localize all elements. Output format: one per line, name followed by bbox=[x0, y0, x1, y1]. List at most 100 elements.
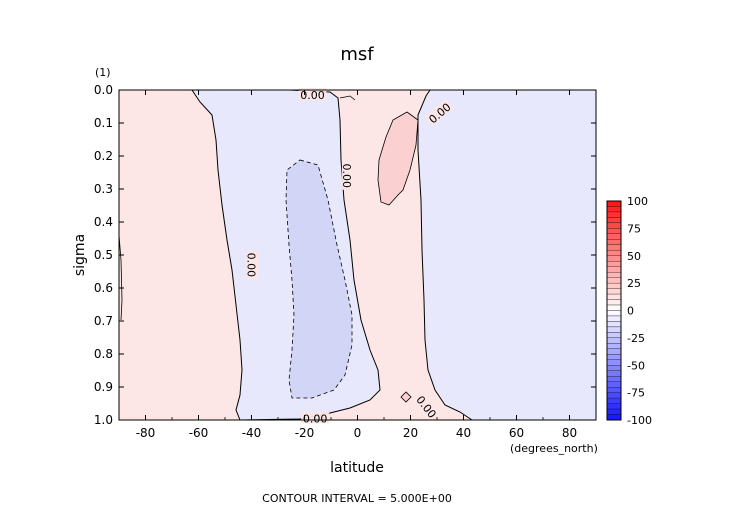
x-tick-label: -80 bbox=[136, 426, 156, 440]
colorbar-segment bbox=[606, 376, 622, 382]
x-units-label: (degrees_north) bbox=[510, 442, 598, 455]
colorbar-segment bbox=[606, 392, 622, 399]
x-tick-label: 60 bbox=[509, 426, 524, 440]
colorbar-tick-label: 75 bbox=[627, 222, 641, 235]
colorbar-tick-label: 100 bbox=[627, 195, 648, 208]
x-tick-label: 40 bbox=[456, 426, 471, 440]
x-tick-label: 0 bbox=[354, 426, 362, 440]
y-tick-label: 0.0 bbox=[94, 83, 113, 97]
colorbar: 100 75 50 25 0 -25 -50 -75 -100 bbox=[606, 195, 652, 427]
colorbar-segment bbox=[606, 222, 622, 229]
colorbar-segment bbox=[606, 200, 622, 207]
colorbar-tick-label: -25 bbox=[627, 332, 645, 345]
contour-label-text: 0.00 bbox=[303, 412, 328, 425]
contour-label-background bbox=[246, 250, 259, 279]
y-tick-label: 0.5 bbox=[94, 248, 113, 262]
chart-title: msf bbox=[340, 44, 374, 65]
y-tick-label: 0.3 bbox=[94, 182, 113, 196]
colorbar-segment bbox=[606, 359, 622, 366]
x-tick-label: -20 bbox=[295, 426, 315, 440]
y-tick-label: 0.8 bbox=[94, 347, 113, 361]
colorbar-segment bbox=[606, 332, 622, 339]
colorbar-tick-label: -50 bbox=[627, 359, 645, 372]
contour-label-text: 0.00 bbox=[340, 164, 353, 189]
colorbar-segment bbox=[606, 299, 622, 306]
colorbar-tick-label: -75 bbox=[627, 387, 645, 400]
negative-region-northern bbox=[417, 89, 597, 421]
colorbar-segment bbox=[606, 321, 622, 328]
colorbar-segment bbox=[606, 386, 622, 393]
x-tick-label: 20 bbox=[403, 426, 418, 440]
colorbar-segment bbox=[606, 397, 622, 404]
colorbar-segment bbox=[606, 326, 622, 333]
y-tick-label: 0.6 bbox=[94, 281, 113, 295]
contour-label-background bbox=[413, 391, 441, 421]
y-tick-label: 1.0 bbox=[94, 413, 113, 427]
colorbar-segment bbox=[606, 239, 622, 245]
colorbar-segment bbox=[606, 255, 622, 262]
colorbar-segment bbox=[606, 217, 622, 224]
contour-label-text: 0.00 bbox=[300, 89, 325, 102]
y-tick-label: 0.4 bbox=[94, 215, 113, 229]
contour-interval-label: CONTOUR INTERVAL = 5.000E+00 bbox=[262, 492, 452, 505]
colorbar-segment bbox=[606, 293, 622, 300]
colorbar-frame bbox=[606, 200, 622, 421]
x-tick-label: 80 bbox=[562, 426, 577, 440]
contour-label: 0.00 bbox=[301, 411, 330, 425]
colorbar-segment bbox=[606, 370, 622, 377]
colorbar-segment bbox=[606, 348, 622, 355]
contour-label-text: 0.00 bbox=[245, 253, 258, 278]
colorbar-segment bbox=[606, 261, 622, 267]
contour-label: 0.00 bbox=[298, 87, 327, 102]
x-tick-label: -60 bbox=[189, 426, 209, 440]
contour-label-background bbox=[341, 161, 354, 190]
colorbar-segment bbox=[606, 244, 622, 251]
colorbar-segment bbox=[606, 365, 622, 371]
colorbar-segment bbox=[606, 250, 622, 256]
colorbar-segment bbox=[606, 282, 622, 289]
positive-core-northern bbox=[377, 111, 419, 206]
plot-area: 0.000.000.000.000.000.00 bbox=[118, 87, 597, 425]
y-units-label: (1) bbox=[95, 66, 111, 79]
y-tick-label: 0.7 bbox=[94, 314, 113, 328]
colorbar-segment bbox=[606, 403, 622, 410]
contour-label: 0.00 bbox=[340, 161, 354, 190]
contour-label-background bbox=[424, 98, 454, 126]
strong-negative-core bbox=[285, 159, 353, 399]
colorbar-segment bbox=[606, 315, 622, 322]
colorbar-segment bbox=[606, 408, 622, 415]
colorbar-segment bbox=[606, 310, 622, 317]
colorbar-tick-label: 50 bbox=[627, 250, 641, 263]
colorbar-segment bbox=[606, 304, 622, 311]
colorbar-segment bbox=[606, 233, 622, 240]
colorbar-segment bbox=[606, 206, 622, 213]
small-positive-cell bbox=[400, 391, 412, 403]
x-axis: -80 -60 -40 -20 0 20 40 60 80 bbox=[118, 90, 597, 440]
x-tick-label: -40 bbox=[242, 426, 262, 440]
colorbar-tick-label: -100 bbox=[627, 414, 652, 427]
y-axis: 0.0 0.1 0.2 0.3 0.4 0.5 0.6 0.7 0.8 0.9 1.0 bbox=[94, 83, 596, 427]
colorbar-segment bbox=[606, 211, 622, 218]
far-south-contour bbox=[118, 234, 123, 321]
colorbar-segment bbox=[606, 414, 622, 421]
colorbar-tick-label: 25 bbox=[627, 277, 641, 290]
top-edge-contour bbox=[339, 95, 356, 101]
colorbar-segment bbox=[606, 266, 622, 273]
colorbar-segment bbox=[606, 277, 622, 284]
contour-label: 0.00 bbox=[245, 250, 259, 279]
colorbar-tick-label: 0 bbox=[627, 305, 634, 318]
y-tick-label: 0.1 bbox=[94, 116, 113, 130]
colorbar-segment bbox=[606, 381, 622, 388]
colorbar-segment bbox=[606, 288, 622, 295]
y-tick-label: 0.9 bbox=[94, 380, 113, 394]
colorbar-segment bbox=[606, 354, 622, 360]
colorbar-segment bbox=[606, 337, 622, 344]
colorbar-segment bbox=[606, 343, 622, 349]
colorbar-segment bbox=[606, 272, 622, 278]
x-axis-label: latitude bbox=[330, 460, 384, 476]
y-axis-label: sigma bbox=[72, 234, 88, 276]
colorbar-segment bbox=[606, 228, 622, 234]
contour-label-background bbox=[298, 87, 327, 100]
y-tick-label: 0.2 bbox=[94, 149, 113, 163]
